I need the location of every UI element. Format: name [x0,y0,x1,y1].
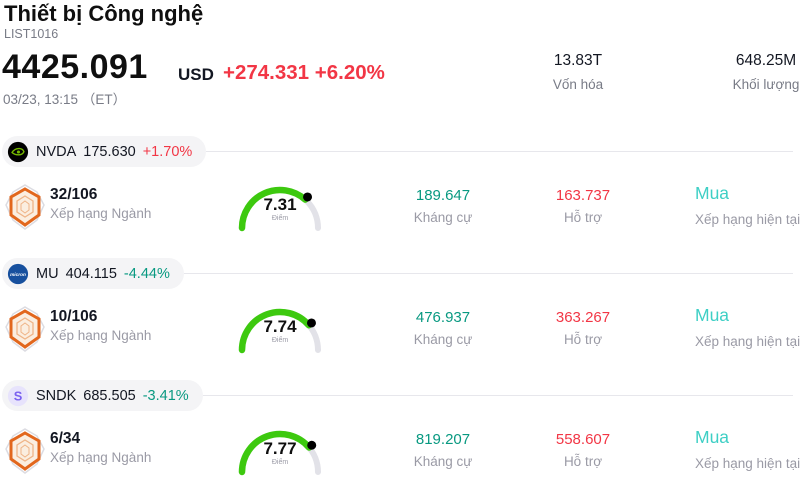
rating-label: Xếp hạng hiện tại [695,456,800,471]
resistance-col: 476.937 Kháng cự [383,309,503,347]
support-col: 558.607 Hỗ trợ [523,431,643,469]
stock-change: +1.70% [142,143,193,160]
stock-chip-mu[interactable]: micron MU 404.115 -4.44% [2,258,184,289]
svg-text:S: S [14,388,23,403]
market-cap-stat: 13.83T Vốn hóa [518,52,638,92]
gauge-score: 7.74 [263,317,297,336]
resistance-label: Kháng cự [413,332,473,347]
market-cap-label: Vốn hóa [552,77,604,92]
sndk-logo-icon: S [7,385,29,407]
market-cap-value: 13.83T [553,52,603,69]
resistance-value: 819.207 [415,431,471,448]
rating-col: Mua Xếp hạng hiện tại [695,183,800,227]
rank-shield-icon [4,184,46,230]
support-label: Hỗ trợ [563,210,603,225]
nvda-logo-icon [7,141,29,163]
rank-shield-icon [4,306,46,352]
micron-logo-icon: micron [7,263,29,285]
gauge-score: 7.77 [263,439,297,458]
resistance-label: Kháng cự [413,454,473,469]
support-col: 163.737 Hỗ trợ [523,187,643,225]
stock-change: -3.41% [142,387,189,404]
svg-text:micron: micron [10,272,26,278]
industry-rank-label: Xếp hạng Ngành [50,450,152,465]
support-label: Hỗ trợ [563,332,603,347]
resistance-label: Kháng cự [413,210,473,225]
resistance-value: 189.647 [415,187,471,204]
resistance-col: 189.647 Kháng cự [383,187,503,225]
gauge-arc [238,308,321,354]
gauge-score-label: Điểm [271,215,289,222]
score-gauge: 7.31 Điểm [234,178,326,234]
industry-rank-label: Xếp hạng Ngành [50,206,152,221]
last-price: 4425.091 [2,48,148,86]
support-label: Hỗ trợ [563,454,603,469]
resistance-col: 819.207 Kháng cự [383,431,503,469]
rating-label: Xếp hạng hiện tại [695,334,800,349]
rank-shield-icon [4,428,46,474]
row-divider [2,273,793,274]
currency-label: USD [178,65,214,84]
stock-price: 175.630 [83,143,136,160]
stock-symbol: NVDA [36,143,77,160]
industry-rank: 6/34 [50,430,81,447]
rating-value: Mua [695,305,730,325]
rating-value: Mua [695,427,730,447]
rating-label: Xếp hạng hiện tại [695,212,800,227]
score-gauge: 7.74 Điểm [234,300,326,356]
stock-row: NVDA 175.630 +1.70% 32/106 Xếp hạng Ngàn… [0,136,800,258]
rating-col: Mua Xếp hạng hiện tại [695,427,800,471]
stock-symbol: MU [36,265,59,282]
support-value: 363.267 [555,309,611,326]
stock-price: 685.505 [83,387,136,404]
page-title: Thiết bị Công nghệ [4,1,204,26]
price-change: +274.331 +6.20% [223,61,385,84]
gauge-arc [238,430,321,476]
rating-value: Mua [695,183,730,203]
gauge-arc [238,186,321,232]
stock-chip-sndk[interactable]: S SNDK 685.505 -3.41% [2,380,203,411]
stock-row: micron MU 404.115 -4.44% 10/106 Xếp hạng… [0,258,800,380]
gauge-score-label: Điểm [271,337,289,344]
industry-rank-label: Xếp hạng Ngành [50,328,152,343]
row-divider [2,395,793,396]
stock-row: S SNDK 685.505 -3.41% 6/34 Xếp hạng Ngàn… [0,380,800,488]
row-divider [2,151,793,152]
resistance-value: 476.937 [415,309,471,326]
support-col: 363.267 Hỗ trợ [523,309,643,347]
volume-label: Khối lượng [732,77,800,92]
stock-chip-nvda[interactable]: NVDA 175.630 +1.70% [2,136,207,167]
industry-rank: 32/106 [50,186,98,203]
timestamp: 03/23, 13:15 （ET） [3,92,127,107]
list-id: LIST1016 [4,27,59,41]
rating-col: Mua Xếp hạng hiện tại [695,305,800,349]
volume-stat: 648.25M Khối lượng [706,52,800,92]
volume-value: 648.25M [735,52,797,69]
stock-price: 404.115 [65,265,117,282]
support-value: 163.737 [555,187,611,204]
stock-symbol: SNDK [36,387,77,404]
gauge-score: 7.31 [263,195,297,214]
stock-change: -4.44% [123,265,170,282]
gauge-score-label: Điểm [271,459,289,466]
support-value: 558.607 [555,431,611,448]
score-gauge: 7.77 Điểm [234,422,326,478]
industry-rank: 10/106 [50,308,98,325]
